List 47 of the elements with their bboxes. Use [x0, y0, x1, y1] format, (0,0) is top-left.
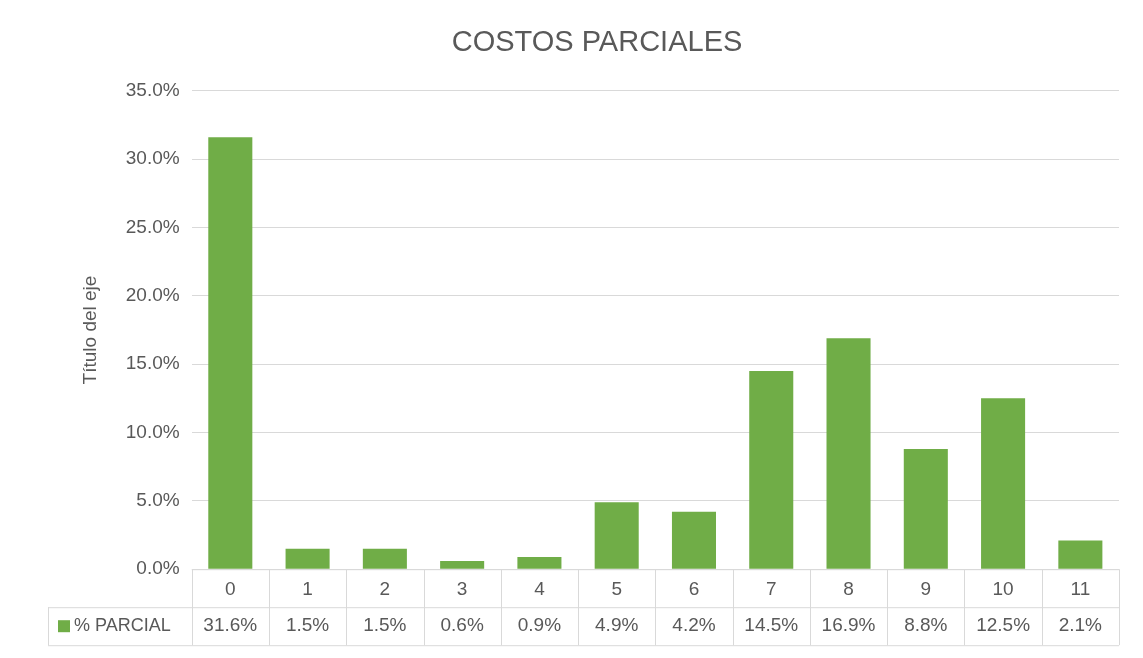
data-label: 2.1% [1058, 614, 1103, 636]
y-tick-label: 0.0% [136, 557, 180, 579]
y-tick-label: 30.0% [125, 147, 180, 169]
y-tick-label: 25.0% [125, 215, 180, 237]
y-tick-label: 5.0% [136, 489, 180, 511]
y-tick-label: 15.0% [125, 352, 180, 374]
x-tick-label: 8 [843, 577, 854, 599]
data-label: 4.2% [672, 614, 716, 636]
bar [208, 137, 253, 569]
data-label: 1.5% [285, 614, 330, 636]
x-tick-label: 1 [302, 577, 313, 599]
bar [362, 548, 407, 569]
bar [594, 502, 639, 569]
x-tick-label: 0 [225, 577, 236, 599]
bar [285, 548, 330, 569]
bar [981, 398, 1026, 569]
y-tick-label: 35.0% [125, 79, 180, 101]
bar [826, 338, 871, 569]
bar [440, 561, 485, 569]
data-label: 31.6% [203, 614, 258, 636]
y-axis-title: Título del eje [78, 275, 100, 385]
data-label: 4.9% [595, 614, 639, 636]
x-tick-label: 4 [534, 577, 546, 599]
bar [1058, 540, 1103, 569]
x-tick-label: 9 [920, 577, 932, 599]
chart-title: COSTOS PARCIALES [451, 25, 743, 58]
data-label: 14.5% [744, 614, 799, 636]
y-tick-label: 20.0% [125, 284, 180, 306]
bar [671, 511, 716, 569]
bar [903, 448, 948, 569]
bar [517, 556, 562, 569]
x-tick-label: 11 [1070, 577, 1091, 599]
bar [749, 371, 794, 569]
data-label: 8.8% [904, 614, 948, 636]
x-tick-label: 5 [611, 577, 622, 599]
data-label: 0.9% [517, 614, 562, 636]
x-tick-label: 3 [456, 577, 468, 599]
x-tick-label: 6 [688, 577, 700, 599]
x-tick-label: 2 [379, 577, 391, 599]
legend-label: % PARCIAL [74, 615, 171, 636]
x-tick-label: 10 [992, 577, 1014, 599]
x-tick-label: 7 [765, 577, 777, 599]
data-label: 0.6% [440, 614, 484, 636]
data-label: 16.9% [821, 614, 876, 636]
data-label: 1.5% [363, 614, 407, 636]
data-label: 12.5% [976, 614, 1031, 636]
y-tick-label: 10.0% [125, 420, 180, 442]
